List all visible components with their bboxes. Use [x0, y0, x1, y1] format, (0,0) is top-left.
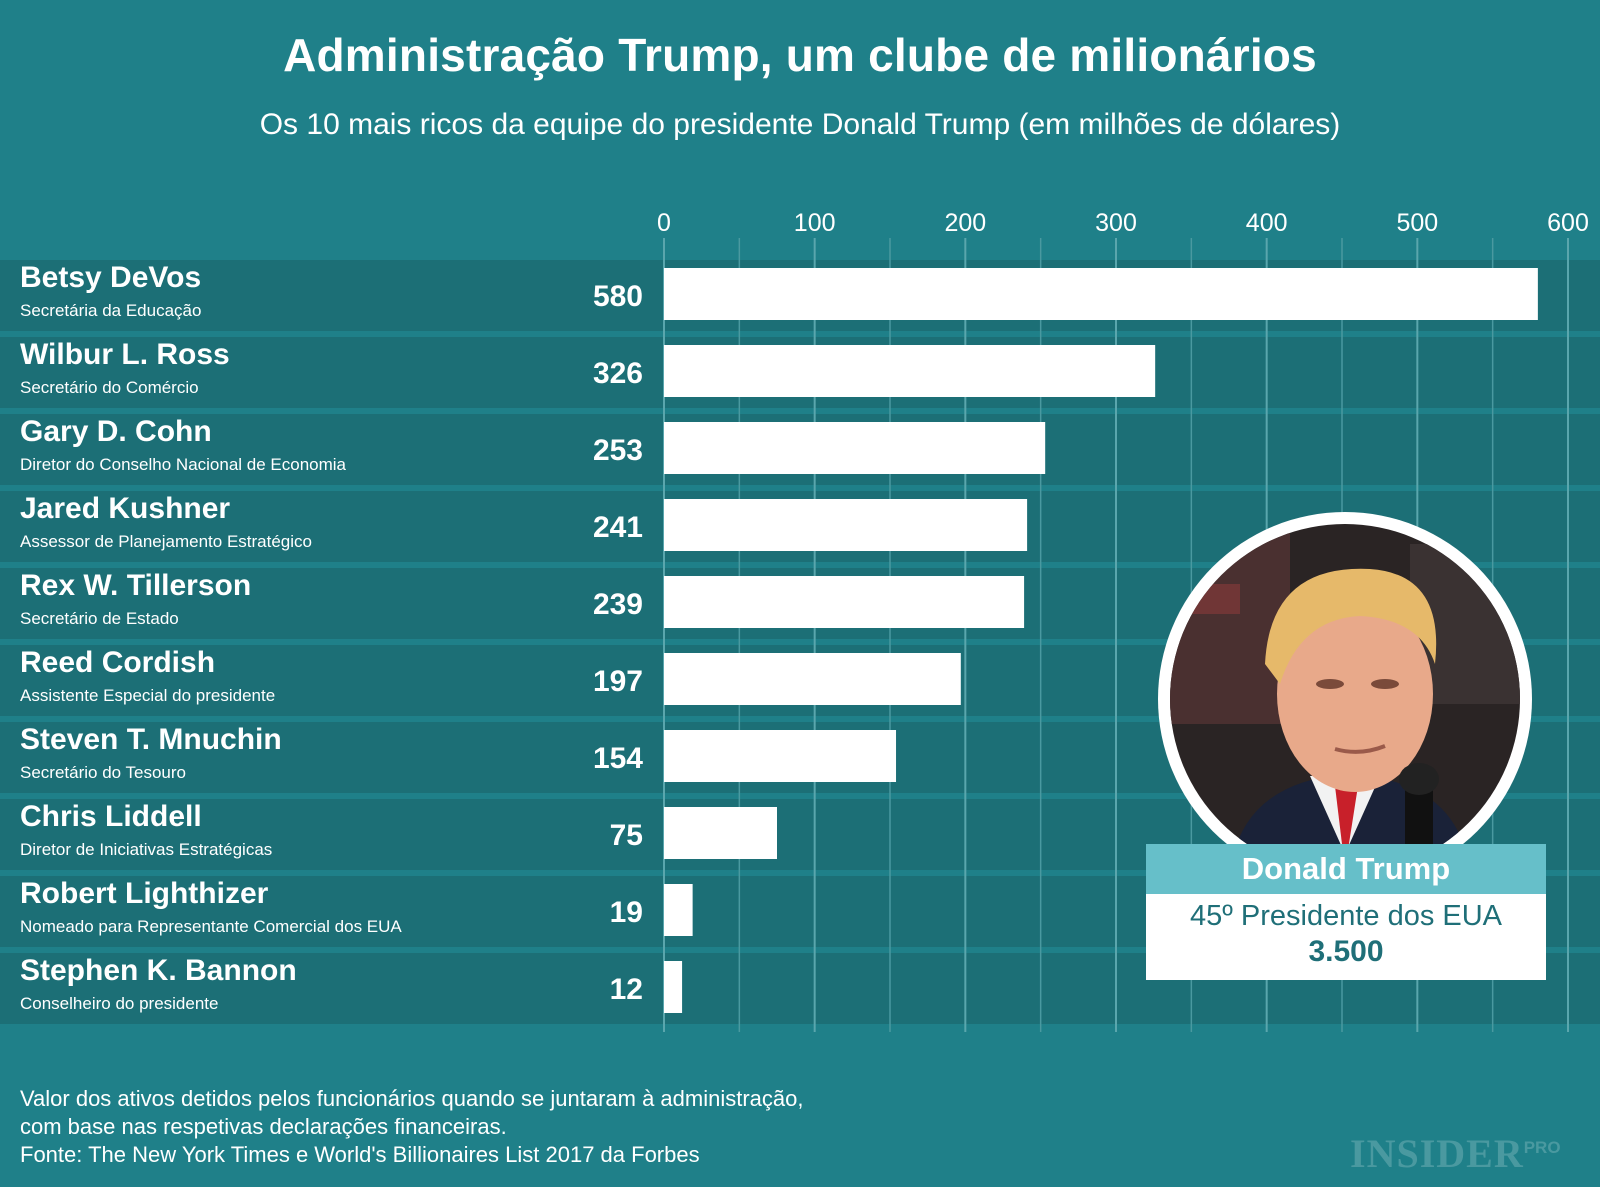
x-tick-label: 0	[657, 209, 671, 237]
value-label: 75	[610, 819, 643, 852]
source-line: Fonte: The New York Times e World's Bill…	[20, 1142, 700, 1167]
highlight-name: Donald Trump	[1146, 844, 1546, 894]
bar	[664, 884, 693, 936]
person-role: Secretário do Comércio	[20, 378, 199, 397]
person-role: Diretor de Iniciativas Estratégicas	[20, 840, 272, 859]
bar	[664, 961, 683, 1013]
person-role: Nomeado para Representante Comercial dos…	[20, 917, 402, 936]
value-label: 12	[610, 973, 643, 1006]
value-label: 154	[593, 742, 643, 775]
value-label: 239	[593, 588, 643, 621]
highlight-card: Donald Trump 45º Presidente dos EUA 3.50…	[1146, 844, 1546, 980]
x-tick-label: 300	[1095, 209, 1137, 237]
chart-subtitle: Os 10 mais ricos da equipe do presidente…	[259, 108, 1341, 141]
brand-logo: INSIDERPRO	[1350, 1130, 1561, 1177]
bar	[664, 576, 1025, 628]
x-tick-label: 600	[1547, 209, 1589, 237]
person-role: Conselheiro do presidente	[20, 994, 218, 1013]
value-label: 197	[593, 665, 643, 698]
bar	[664, 499, 1028, 551]
person-name: Betsy DeVos	[20, 261, 201, 294]
chart-title: Administração Trump, um clube de milioná…	[283, 29, 1317, 81]
x-tick-label: 100	[794, 209, 836, 237]
bars	[664, 268, 1538, 1013]
person-name: Gary D. Cohn	[20, 415, 212, 448]
x-tick-label: 500	[1396, 209, 1438, 237]
person-role: Assistente Especial do presidente	[20, 686, 275, 705]
person-role: Diretor do Conselho Nacional de Economia	[20, 455, 347, 474]
person-name: Robert Lighthizer	[20, 877, 269, 910]
person-role: Assessor de Planejamento Estratégico	[20, 532, 312, 551]
brand-sub: PRO	[1523, 1138, 1561, 1157]
person-role: Secretário do Tesouro	[20, 763, 186, 782]
person-name: Steven T. Mnuchin	[20, 723, 282, 756]
person-name: Chris Liddell	[20, 800, 202, 833]
trump-portrait	[1158, 512, 1532, 886]
person-name: Jared Kushner	[20, 492, 230, 525]
footnote: Valor dos ativos detidos pelos funcionár…	[20, 1085, 804, 1169]
bar	[664, 422, 1046, 474]
highlight-role: 45º Presidente dos EUA	[1189, 900, 1503, 932]
footnote-line: Valor dos ativos detidos pelos funcionár…	[20, 1086, 804, 1111]
bar	[664, 807, 777, 859]
value-label: 580	[593, 280, 643, 313]
person-name: Stephen K. Bannon	[20, 954, 297, 987]
x-axis-ticks: 0 100 200 300 400 500 600	[657, 209, 1589, 237]
row-labels: 580 Betsy DeVos Secretária da Educação 326 W…	[20, 261, 643, 1013]
bar	[664, 730, 897, 782]
highlight-value: 3.500	[1308, 935, 1384, 968]
value-label: 19	[610, 896, 643, 929]
person-role: Secretário de Estado	[20, 609, 179, 628]
brand-main: INSIDER	[1350, 1131, 1524, 1176]
person-name: Rex W. Tillerson	[20, 569, 251, 602]
person-name: Reed Cordish	[20, 646, 215, 679]
portrait-photo	[1170, 524, 1520, 874]
value-label: 241	[593, 511, 643, 544]
x-tick-label: 200	[944, 209, 986, 237]
bar	[664, 268, 1538, 320]
x-tick-label: 400	[1246, 209, 1288, 237]
value-label: 326	[593, 357, 643, 390]
bar	[664, 653, 961, 705]
value-label: 253	[593, 434, 643, 467]
person-name: Wilbur L. Ross	[20, 338, 230, 371]
bar	[664, 345, 1156, 397]
person-role: Secretária da Educação	[20, 301, 201, 320]
footnote-line: com base nas respetivas declarações fina…	[20, 1114, 507, 1139]
